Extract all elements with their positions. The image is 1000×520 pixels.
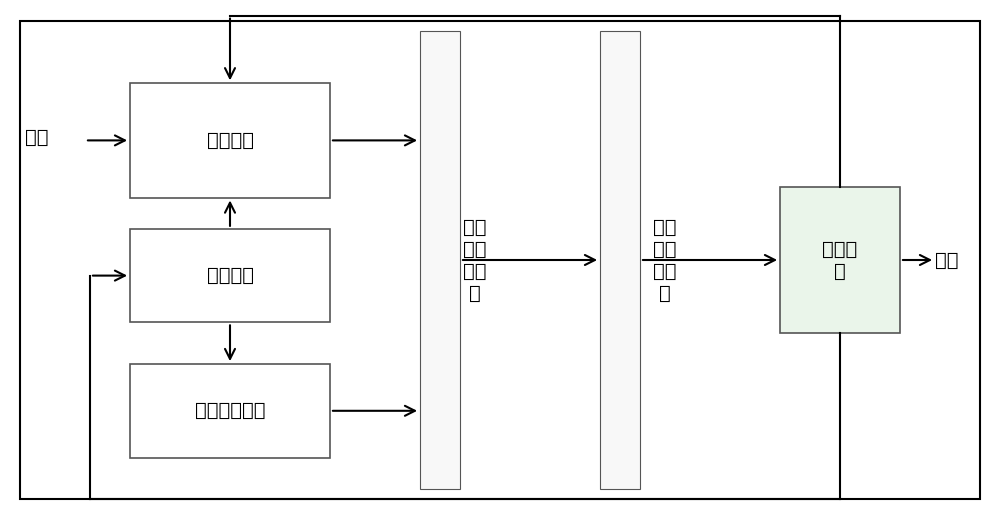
Bar	[130, 229, 330, 322]
Text: 组合模
块: 组合模 块	[822, 240, 858, 280]
Text: 伽罗
华域
乘法
器: 伽罗 华域 乘法 器	[463, 217, 487, 303]
Text: 控制模块: 控制模块	[207, 266, 254, 285]
Bar	[130, 364, 330, 458]
Text: 校验矩阵模块: 校验矩阵模块	[195, 401, 265, 420]
Bar	[600, 31, 640, 489]
Text: 输入: 输入	[25, 128, 48, 147]
Bar	[780, 187, 900, 333]
Text: 伽罗
华域
加法
器: 伽罗 华域 加法 器	[653, 217, 677, 303]
Text: 存储模块: 存储模块	[207, 131, 254, 150]
Bar	[130, 83, 330, 198]
Bar	[420, 31, 460, 489]
Text: 输出: 输出	[935, 251, 958, 269]
